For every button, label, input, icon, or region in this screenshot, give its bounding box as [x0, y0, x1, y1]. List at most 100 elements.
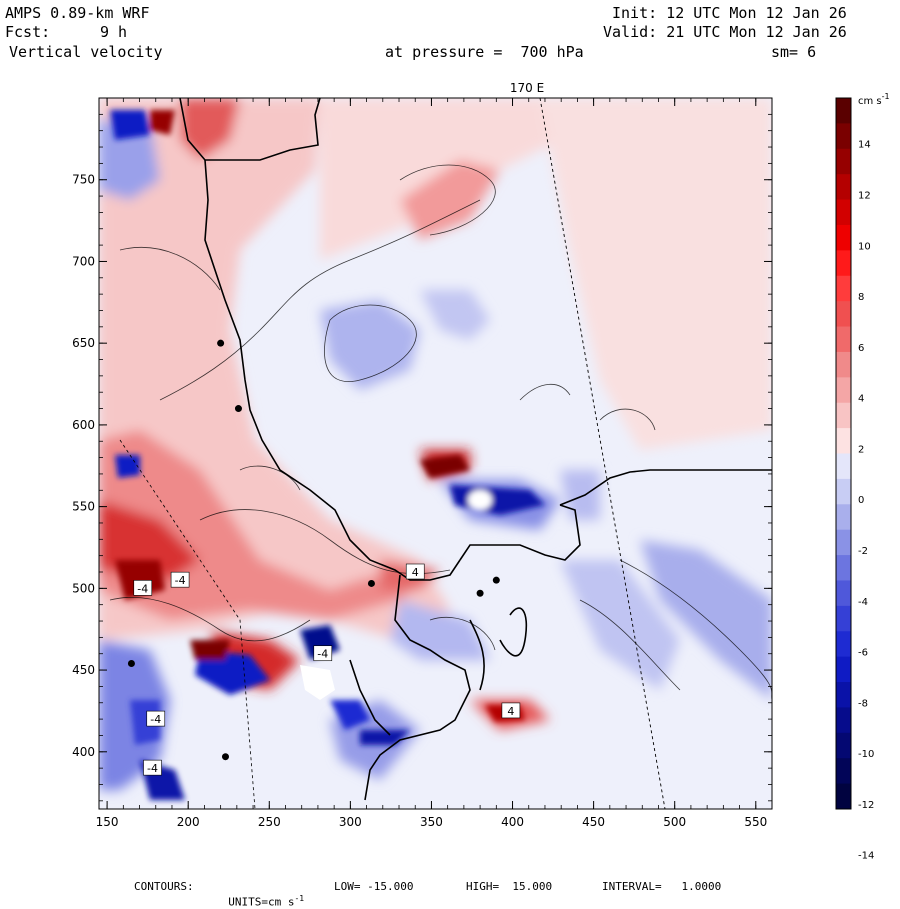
x-tick-label: 350	[420, 815, 443, 829]
station-dot	[234, 405, 242, 413]
contour-label: -4	[313, 645, 333, 662]
init-time: Init: 12 UTC Mon 12 Jan 26	[612, 4, 847, 22]
colorbar-swatch	[836, 98, 851, 124]
footer-units-exp: -1	[294, 894, 305, 903]
station-dot	[127, 660, 135, 668]
colorbar-swatch	[836, 656, 851, 683]
pressure-level: at pressure = 700 hPa	[385, 43, 584, 61]
footer-units: UNITS=cm s-1	[215, 881, 304, 909]
colorbar-swatch	[836, 148, 851, 175]
station-dot	[217, 339, 225, 347]
x-tick-label: 150	[96, 815, 119, 829]
y-tick-label: 650	[72, 336, 95, 350]
model-title: AMPS 0.89-km WRF	[5, 4, 150, 22]
y-tick-label: 500	[72, 581, 95, 595]
y-tick-label: 450	[72, 663, 95, 677]
contour-label-text: 4	[507, 705, 514, 718]
smoothing: sm= 6	[771, 43, 817, 61]
colorbar-units: cm s	[858, 96, 882, 107]
contour-label: -4	[143, 759, 162, 776]
colorbar-swatch	[836, 682, 851, 708]
contour-label: -4	[133, 580, 153, 596]
colorbar-swatch	[836, 758, 851, 785]
contour-label-text: -4	[150, 713, 161, 726]
colorbar-tick-label: -14	[858, 851, 874, 862]
contour-label-text: -4	[317, 648, 328, 661]
colorbar-swatch	[836, 605, 851, 632]
colorbar-tick-label: 8	[858, 292, 864, 303]
x-tick-label: 450	[582, 815, 605, 829]
colorbar-swatch	[836, 224, 851, 251]
colorbar-swatch	[836, 326, 851, 353]
meridian-label: 170 E	[510, 81, 544, 95]
contour-label: 4	[501, 702, 521, 719]
colorbar-tick-label: -10	[858, 749, 874, 760]
x-tick-label: 400	[501, 815, 524, 829]
x-tick-label: 200	[177, 815, 200, 829]
colorbar-swatch	[836, 402, 851, 429]
contour-label: 4	[405, 563, 425, 580]
y-tick-label: 750	[72, 173, 95, 187]
colorbar-swatch	[836, 428, 851, 454]
footer-interval: INTERVAL= 1.0000	[602, 880, 722, 893]
colorbar-swatch	[836, 580, 851, 607]
colorbar-tick-label: 12	[858, 190, 871, 201]
footer-high: HIGH= 15.000	[466, 880, 553, 893]
x-tick-label: 250	[258, 815, 281, 829]
station-dot	[221, 753, 229, 761]
field-name: Vertical velocity	[9, 43, 163, 61]
contour-label: -4	[170, 571, 190, 588]
colorbar-tick-label: 10	[858, 241, 871, 252]
y-tick-label: 400	[72, 745, 95, 759]
colorbar-tick-label: 0	[858, 495, 864, 506]
x-tick-label: 500	[663, 815, 686, 829]
footer-units-text: UNITS=cm s	[228, 895, 295, 909]
colorbar-swatch	[836, 478, 851, 505]
contour-label-text: -4	[147, 762, 158, 775]
contour-label: -4	[146, 710, 166, 727]
forecast-value: 9 h	[100, 23, 128, 41]
colorbar-tick-label: 4	[858, 394, 864, 405]
colorbar-swatch	[836, 707, 851, 734]
colorbar-swatch	[836, 250, 851, 277]
colorbar-swatch	[836, 504, 851, 531]
valid-time: Valid: 21 UTC Mon 12 Jan 26	[603, 23, 847, 41]
colorbar-swatch	[836, 275, 851, 302]
contour-label-text: 4	[412, 566, 419, 579]
colorbar-tick-label: 2	[858, 444, 864, 455]
contour-label-text: -4	[137, 582, 148, 595]
colorbar-swatch	[836, 453, 851, 480]
colorbar-swatch	[836, 555, 851, 581]
colorbar-units-exp: -1	[882, 92, 890, 101]
colorbar-tick-label: -6	[858, 648, 868, 659]
footer-contours: CONTOURS:	[134, 880, 194, 893]
colorbar-tick-label: 6	[858, 343, 864, 354]
contour-label-text: -4	[175, 574, 186, 587]
colorbar-swatch	[836, 351, 851, 378]
footer-low: LOW= -15.000	[334, 880, 414, 893]
colorbar-swatch	[836, 301, 851, 328]
x-tick-label: 550	[744, 815, 767, 829]
station-dot	[476, 589, 484, 597]
colorbar-swatch	[836, 199, 851, 226]
forecast-label: Fcst:	[5, 23, 51, 41]
colorbar-tick-label: -2	[858, 546, 868, 557]
colorbar-swatch	[836, 631, 851, 658]
x-tick-label: 300	[339, 815, 362, 829]
colorbar-swatch	[836, 783, 851, 810]
y-tick-label: 700	[72, 254, 95, 268]
y-tick-label: 550	[72, 500, 95, 514]
y-tick-label: 600	[72, 418, 95, 432]
colorbar-tick-label: -8	[858, 698, 868, 709]
colorbar-swatch	[836, 174, 851, 201]
colorbar-swatch	[836, 377, 851, 404]
colorbar-swatch	[836, 732, 851, 759]
colorbar-tick-label: 14	[858, 140, 871, 151]
station-dot	[492, 576, 500, 584]
colorbar-swatch	[836, 123, 851, 150]
colorbar-tick-label: -12	[858, 800, 874, 811]
station-dot	[367, 579, 375, 587]
svg-text:cm s-1: cm s-1	[858, 92, 890, 107]
